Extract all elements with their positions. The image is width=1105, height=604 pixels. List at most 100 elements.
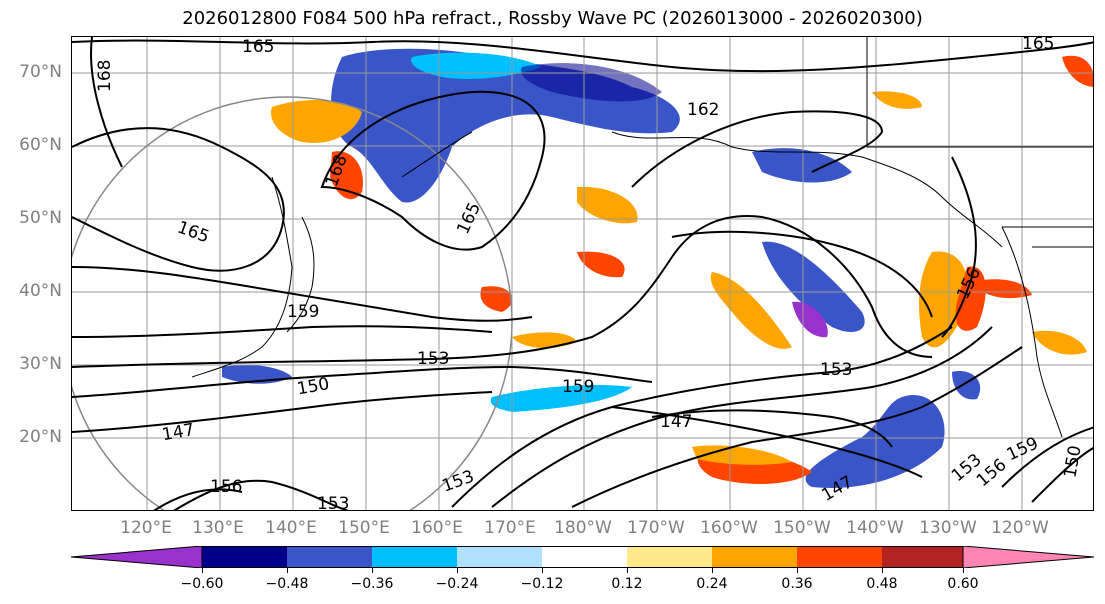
refractivity-shading xyxy=(222,48,1093,488)
contour-line xyxy=(72,127,285,272)
contour-line xyxy=(72,215,933,368)
contour-label: 165 xyxy=(174,217,211,247)
lat-label-70n: 70°N xyxy=(19,62,62,82)
shade-region xyxy=(972,279,1032,299)
lat-label-20n: 20°N xyxy=(19,427,62,447)
colorbar-segment-min xyxy=(71,546,203,568)
contour-label: 153 xyxy=(417,349,449,369)
shade-region xyxy=(271,100,362,143)
shade-region xyxy=(792,301,828,338)
lon-label-140e: 140°E xyxy=(265,518,317,538)
colorbar-tickmark xyxy=(542,568,543,573)
lon-label-120e: 120°E xyxy=(120,518,172,538)
shade-region xyxy=(872,91,922,109)
colorbar-tickmark xyxy=(457,568,458,573)
shade-region xyxy=(1062,55,1093,87)
lat-label-50n: 50°N xyxy=(19,208,62,228)
contour-label: 165 xyxy=(453,200,485,238)
shade-region xyxy=(762,241,865,332)
coastline xyxy=(191,176,293,378)
lon-label-180w: 180°W xyxy=(554,518,612,538)
contour-line xyxy=(72,266,533,322)
contour-line xyxy=(1001,426,1093,488)
contour-line xyxy=(941,156,977,338)
graticule xyxy=(72,37,1093,510)
contour-label: 153 xyxy=(317,494,349,511)
coastline xyxy=(611,131,1003,248)
colorbar-tick-label: 0.12 xyxy=(611,576,643,592)
colorbar-tick-label: −0.60 xyxy=(180,576,224,592)
contour-label: 153 xyxy=(820,360,852,380)
shade-region xyxy=(512,332,577,349)
contour-line xyxy=(611,406,923,478)
colorbar xyxy=(71,546,1094,568)
contour-line xyxy=(320,90,546,251)
coastline xyxy=(1001,226,1063,438)
coastline xyxy=(866,37,1093,148)
map-canvas: 165 168 162 168 165 165 159 153 150 147 … xyxy=(72,37,1093,511)
contour-label: 150 xyxy=(1060,444,1085,479)
contour-label: 147 xyxy=(660,412,692,432)
contour-label: 159 xyxy=(562,377,594,397)
shade-region xyxy=(411,52,542,79)
shade-region xyxy=(1032,330,1087,355)
colorbar-tickmark xyxy=(372,568,373,573)
colorbar-tickmark xyxy=(963,568,964,573)
contour-label: 153 xyxy=(439,467,476,497)
shade-region xyxy=(952,371,981,400)
map-panel[interactable]: 165 168 162 168 165 165 159 153 150 147 … xyxy=(71,36,1094,511)
colorbar-frame xyxy=(201,546,964,568)
chart-title: 2026012800 F084 500 hPa refract., Rossby… xyxy=(182,8,923,29)
colorbar-tick-label: −0.12 xyxy=(520,576,564,592)
colorbar-segment xyxy=(372,546,457,568)
lon-label-160e: 160°E xyxy=(411,518,463,538)
colorbar-tickmark xyxy=(287,568,288,573)
colorbar-tickmark xyxy=(202,568,203,573)
colorbar-segment xyxy=(712,546,797,568)
lat-label-40n: 40°N xyxy=(19,281,62,301)
shade-region xyxy=(752,148,852,183)
colorbar-segment xyxy=(797,546,882,568)
range-circle xyxy=(72,96,513,510)
colorbar-tick-label: 0.60 xyxy=(947,576,979,592)
colorbar-tick-label: −0.24 xyxy=(435,576,479,592)
shade-region xyxy=(577,186,638,224)
contour-line xyxy=(72,39,1093,73)
colorbar-tick-label: −0.48 xyxy=(265,576,309,592)
lon-label-150e: 150°E xyxy=(338,518,390,538)
contour-line xyxy=(90,37,123,168)
contour-label: 162 xyxy=(687,100,719,120)
shade-region xyxy=(577,251,625,278)
lon-label-130e: 130°E xyxy=(192,518,244,538)
contour-label: 159 xyxy=(287,302,319,322)
colorbar-tick-label: 0.48 xyxy=(866,576,898,592)
colorbar-tick-label: 0.36 xyxy=(781,576,813,592)
contour-line xyxy=(671,230,933,318)
contour-label: 156 xyxy=(210,477,242,497)
lon-label-140w: 140°W xyxy=(846,518,904,538)
contour-line xyxy=(72,365,653,398)
colorbar-tick-label: 0.24 xyxy=(696,576,728,592)
colorbar-tickmark xyxy=(797,568,798,573)
lon-label-170e: 170°E xyxy=(484,518,536,538)
shade-region xyxy=(490,385,632,412)
colorbar-segment xyxy=(627,546,712,568)
shade-region xyxy=(330,151,363,200)
shade-region xyxy=(805,395,945,488)
shade-region xyxy=(710,272,792,349)
coastline xyxy=(401,131,473,178)
lon-label-130w: 130°W xyxy=(919,518,977,538)
shade-region xyxy=(480,286,513,312)
lat-label-30n: 30°N xyxy=(19,354,62,374)
shade-region xyxy=(919,251,968,348)
contour-label: 150 xyxy=(295,374,330,399)
colorbar-tick-label: −0.36 xyxy=(350,576,394,592)
contour-label: 147 xyxy=(161,420,196,445)
colorbar-tickmark xyxy=(882,568,883,573)
colorbar-tickmark xyxy=(712,568,713,573)
contour-label: 168 xyxy=(95,60,115,92)
contour-line xyxy=(451,326,953,508)
contour-line xyxy=(651,409,893,448)
lon-label-120w: 120°W xyxy=(991,518,1049,538)
colorbar-segment xyxy=(287,546,372,568)
